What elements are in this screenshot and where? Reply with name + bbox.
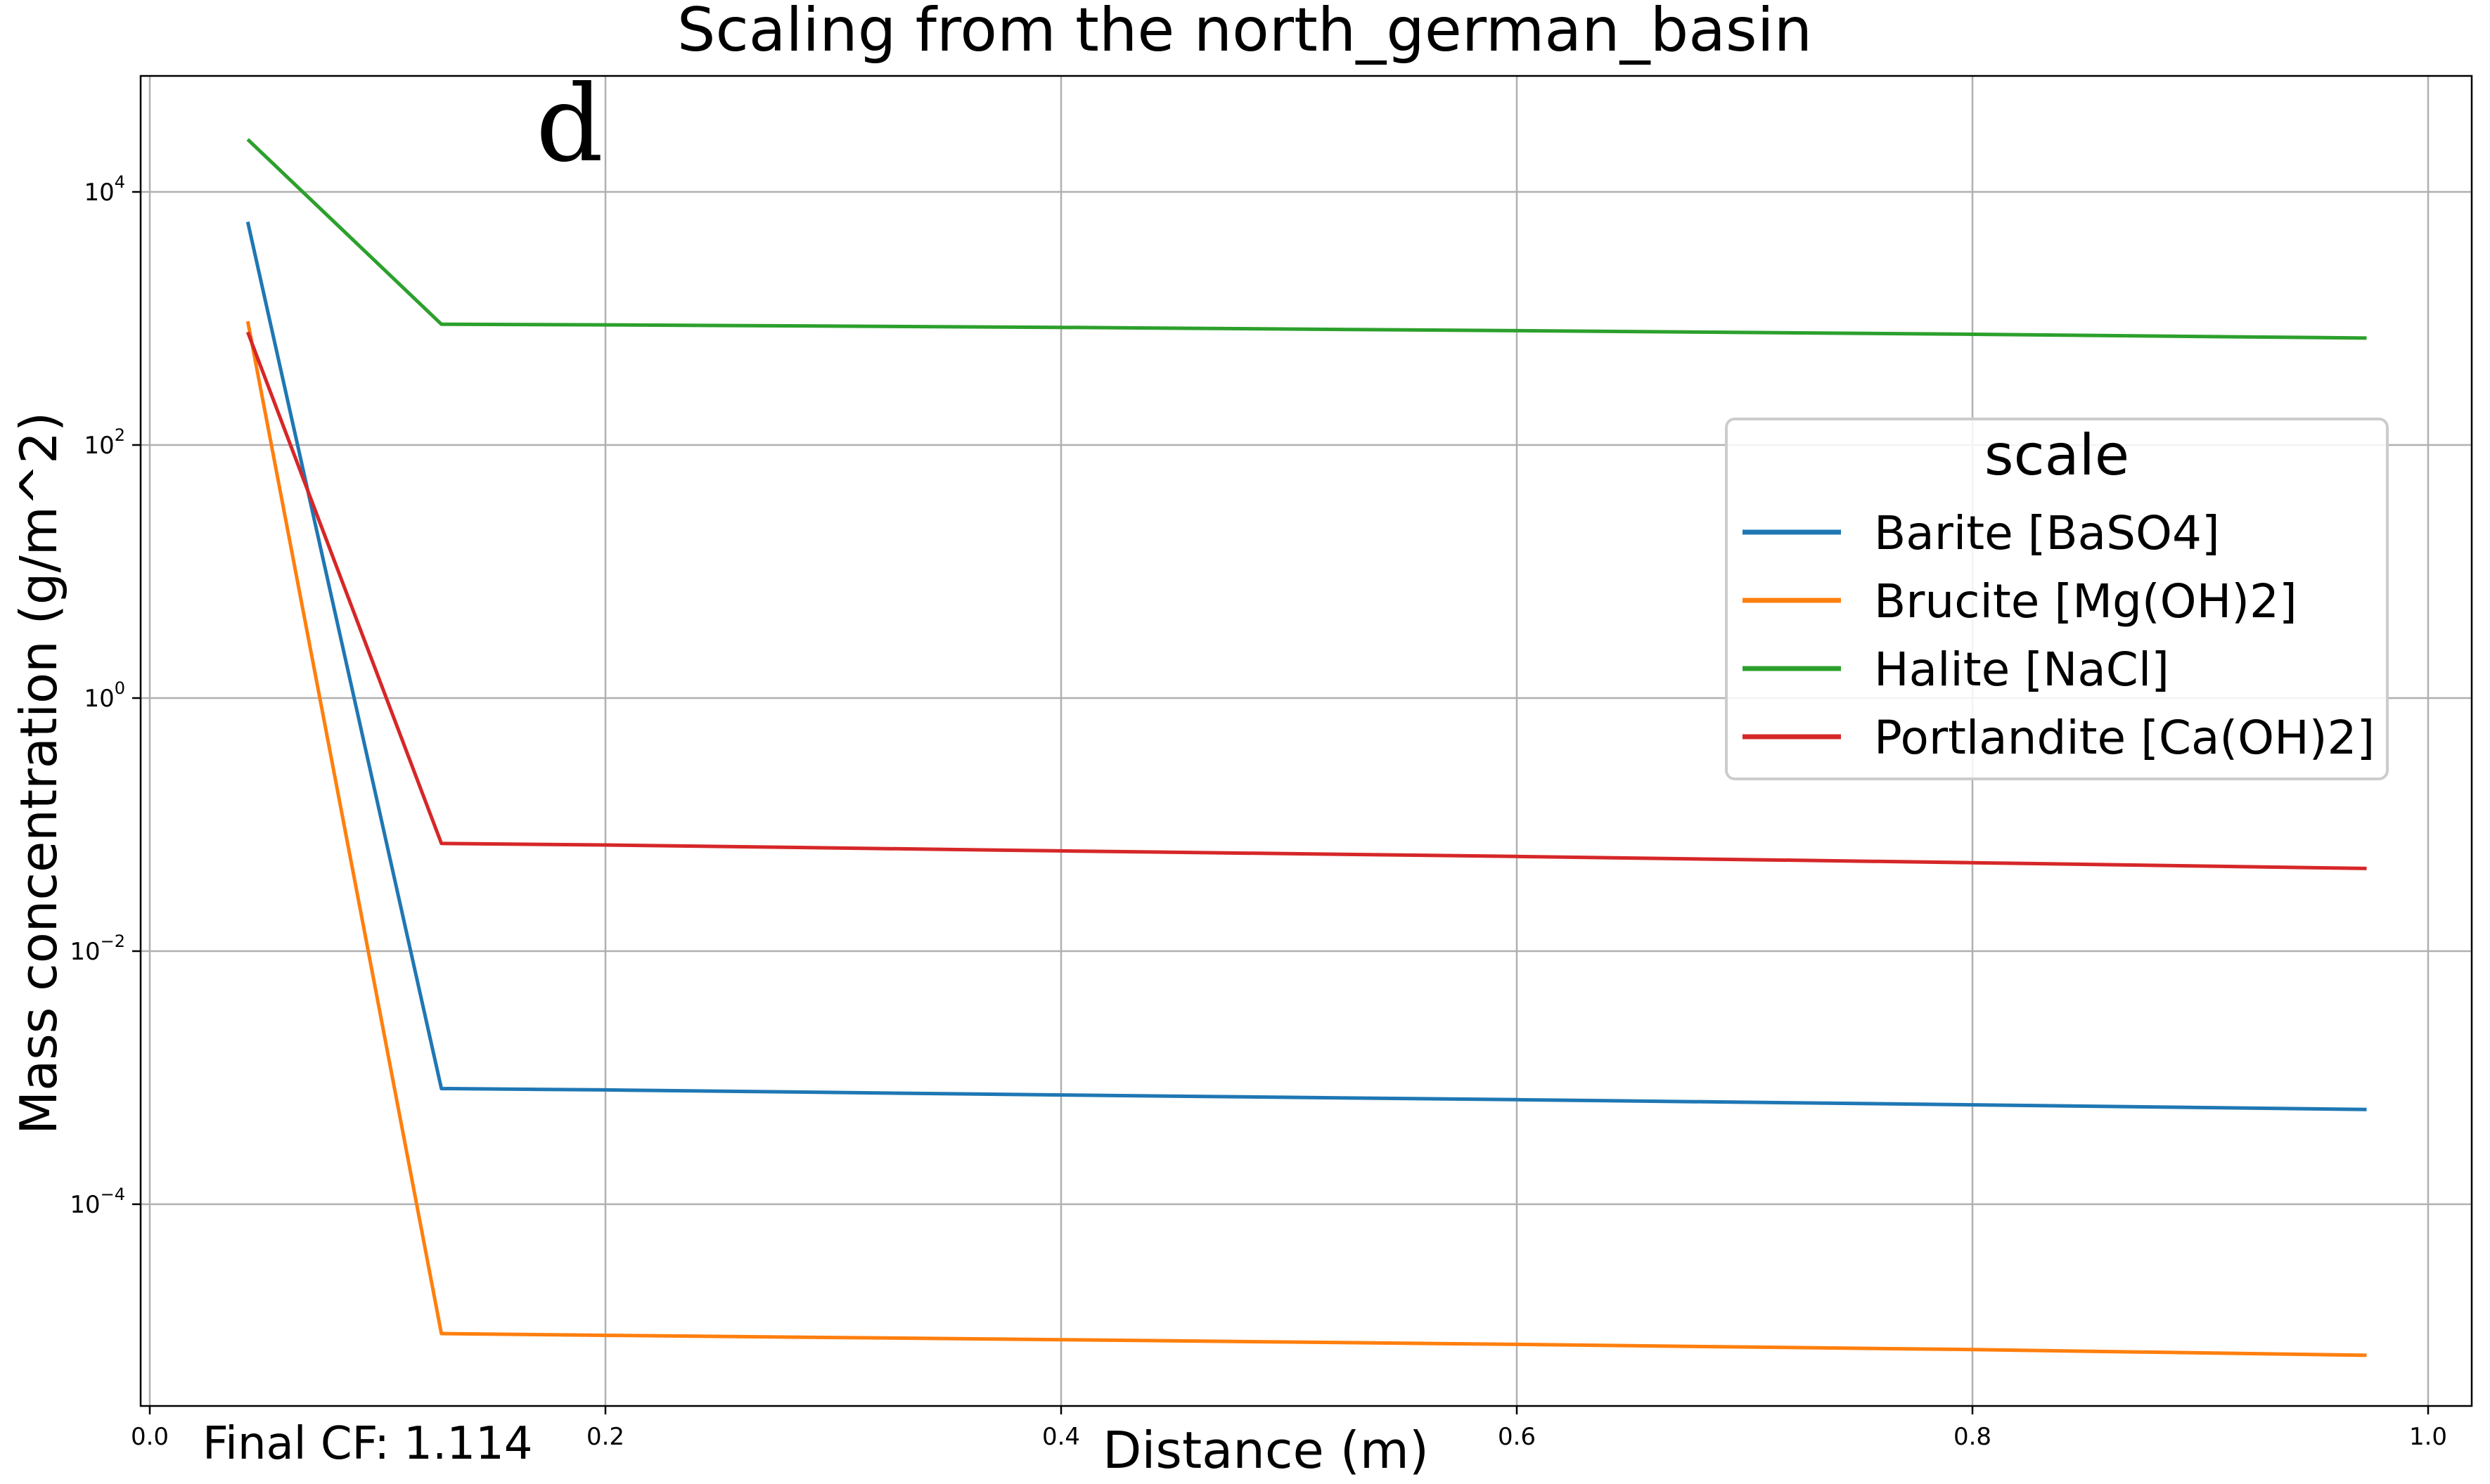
series-line-barite	[245, 221, 2367, 1111]
x-tick-label: 0.8	[1953, 1423, 1991, 1451]
series-line-portlandite	[245, 331, 2367, 870]
x-tick-label: 0.0	[131, 1423, 169, 1451]
plot-frame	[139, 75, 2473, 1407]
x-axis-label: Distance (m)	[1103, 1421, 1429, 1480]
legend: scale Barite [BaSO4] Brucite [Mg(OH)2] Hal…	[1725, 418, 2389, 780]
y-axis-label: Mass concentration (g/m^2)	[9, 412, 68, 1135]
x-tick-label: 0.6	[1498, 1423, 1536, 1451]
y-tick-label: 104	[84, 172, 125, 207]
series-line-halite	[246, 138, 2367, 340]
panel-label: d	[536, 63, 603, 186]
final-cf-text: Final CF: 1.114	[203, 1418, 533, 1470]
legend-label-portlandite: Portlandite [Ca(OH)2]	[1874, 711, 2375, 765]
legend-box	[1725, 418, 2389, 780]
series-group	[245, 138, 2367, 1357]
y-tick-label: 102	[84, 425, 125, 460]
grid	[141, 76, 2472, 1406]
chart-title: Scaling from the north_german_basin	[677, 0, 1812, 65]
ticks: 0.0 0.2 0.4 0.6 0.8 1.0 104 102 100 10−2 10−4	[70, 172, 2447, 1451]
x-tick-label: 0.4	[1042, 1423, 1080, 1451]
x-tick-label: 0.2	[586, 1423, 624, 1451]
legend-label-halite: Halite [NaCl]	[1874, 643, 2169, 697]
y-tick-label: 10−4	[70, 1185, 125, 1219]
legend-title: scale	[1984, 422, 2129, 488]
x-tick-label: 1.0	[2409, 1423, 2447, 1451]
y-tick-label: 100	[84, 678, 125, 713]
series-line-brucite	[245, 321, 2367, 1357]
legend-label-barite: Barite [BaSO4]	[1874, 506, 2220, 560]
y-tick-label: 10−2	[70, 931, 125, 966]
legend-label-brucite: Brucite [Mg(OH)2]	[1874, 574, 2297, 628]
